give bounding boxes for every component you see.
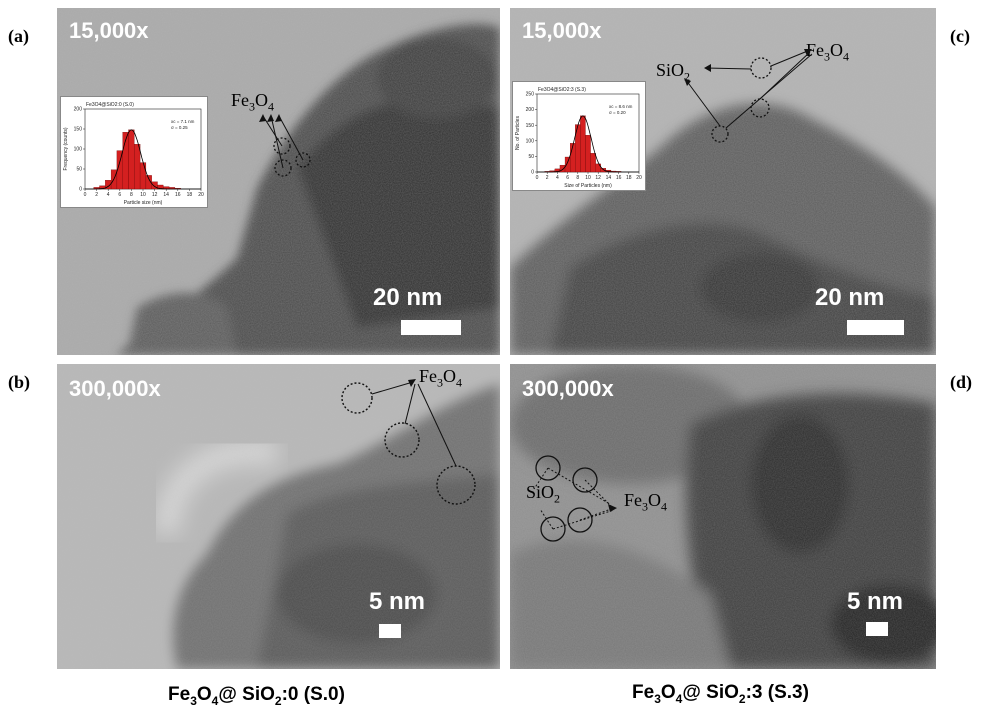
gaussian-fit-line <box>85 129 201 190</box>
caption-left: Fe3O4@ SiO2:0 (S.0) <box>168 684 345 708</box>
y-tick-label: 0 <box>531 170 534 176</box>
x-tick-label: 10 <box>585 175 591 181</box>
panel-label-a: (a) <box>8 26 29 46</box>
stat-sigma: σ = 0.20 <box>609 110 626 115</box>
x-tick-label: 16 <box>175 192 181 198</box>
histogram-bar <box>139 162 147 190</box>
x-tick-label: 6 <box>118 192 121 198</box>
x-tick-label: 6 <box>566 175 569 181</box>
y-tick-label: 0 <box>79 187 82 193</box>
histogram-bar <box>600 168 606 173</box>
size-distribution-inset-c: 0 2 4 6 8 10 12 14 16 18 20 0 50 100 150 200 250 Fe3O4@Si… <box>512 81 646 191</box>
x-tick-label: 16 <box>616 175 622 181</box>
y-tick-label: 50 <box>76 167 82 173</box>
caption-right: Fe3O4@ SiO2:3 (S.3) <box>632 682 809 706</box>
histogram-chart-a: 0 2 4 6 8 10 12 14 16 18 20050100150200Fe3O4@SiO2:… <box>63 102 204 206</box>
y-tick-label: 200 <box>74 107 83 113</box>
y-tick-label: 150 <box>526 123 535 129</box>
histogram-bar <box>580 115 586 173</box>
y-tick-label: 100 <box>74 147 83 153</box>
tem-image-d: 300,000x 5 nm Fe3O4 SiO2 <box>510 364 936 669</box>
magnification-label: 300,000x <box>69 376 161 401</box>
y-axis-label: No. of Particles <box>515 116 521 150</box>
scale-bar-label: 20 nm <box>373 284 443 311</box>
histogram-bar <box>128 129 135 190</box>
inset-title: Fe3O4@SiO2:3 (S.3) <box>538 87 586 93</box>
gaussian-fit-line <box>537 115 639 173</box>
stat-mean: xc = 7.1 nm <box>171 119 195 124</box>
x-tick-label: 14 <box>163 192 169 198</box>
scale-bar-label: 5 nm <box>847 588 904 615</box>
histogram-chart-c: 0 2 4 6 8 10 12 14 16 18 20050100150200250Fe3O4@Si… <box>515 87 642 189</box>
magnification-label: 15,000x <box>69 18 149 43</box>
panel-label-d: (d) <box>950 372 972 392</box>
x-tick-label: 2 <box>546 175 549 181</box>
scale-bar <box>401 320 461 335</box>
y-axis-label: Frequency (counts) <box>63 127 69 170</box>
x-tick-label: 20 <box>636 175 642 181</box>
x-tick-label: 12 <box>595 175 601 181</box>
x-tick-label: 8 <box>130 192 133 198</box>
magnification-label: 300,000x <box>522 376 614 401</box>
tem-image-a: 15,000x 20 nm Fe3O4 0 2 4 6 8 10 12 14 16 18 20 0 50… <box>57 8 500 355</box>
fe3o4-annotation: Fe3O4 <box>231 90 274 114</box>
y-tick-label: 100 <box>526 138 535 144</box>
x-tick-label: 10 <box>140 192 146 198</box>
x-tick-label: 12 <box>152 192 158 198</box>
scale-bar <box>866 622 888 636</box>
stat-mean: xc = 8.6 nm <box>609 104 633 109</box>
x-tick-label: 18 <box>626 175 632 181</box>
fe3o4-annotation: Fe3O4 <box>624 490 667 514</box>
scale-bar <box>379 624 401 638</box>
y-tick-label: 250 <box>526 92 535 98</box>
x-tick-label: 4 <box>556 175 559 181</box>
tem-image-b: 300,000x 5 nm Fe3O4 <box>57 364 500 669</box>
tem-micrograph-b <box>57 364 500 669</box>
x-axis-label: Particle size (nm) <box>124 200 163 206</box>
inset-title: Fe3O4@SiO2:0 (S.0) <box>86 102 134 108</box>
fe3o4-annotation: Fe3O4 <box>806 40 849 64</box>
x-tick-label: 8 <box>576 175 579 181</box>
tem-micrograph-d <box>510 364 936 669</box>
x-tick-label: 20 <box>198 192 204 198</box>
x-axis-label: Size of Particles (nm) <box>564 183 612 189</box>
y-tick-label: 200 <box>526 107 535 113</box>
x-tick-label: 18 <box>187 192 193 198</box>
histogram-bar <box>585 135 591 173</box>
y-tick-label: 150 <box>74 127 83 133</box>
panel-label-c: (c) <box>950 26 970 46</box>
histogram-bar <box>134 144 141 190</box>
x-tick-label: 2 <box>95 192 98 198</box>
scale-bar <box>847 320 904 335</box>
magnification-label: 15,000x <box>522 18 602 43</box>
panel-label-b: (b) <box>8 372 30 392</box>
histogram-bar <box>590 153 596 173</box>
sio2-annotation: SiO2 <box>526 482 561 506</box>
scale-bar-label: 20 nm <box>815 284 885 311</box>
x-tick-label: 14 <box>606 175 612 181</box>
tem-micrograph-a <box>57 8 500 355</box>
scale-bar-label: 5 nm <box>369 588 426 615</box>
x-tick-label: 0 <box>536 175 539 181</box>
y-tick-label: 50 <box>528 154 534 160</box>
tem-image-c: 15,000x 20 nm Fe3O4 SiO2 0 2 4 6 8 10 12 14 16 18… <box>510 8 936 355</box>
histogram-bar <box>564 156 571 173</box>
stat-sigma: σ = 0.25 <box>171 125 188 130</box>
sio2-annotation: SiO2 <box>656 60 691 84</box>
x-tick-label: 4 <box>107 192 110 198</box>
x-tick-label: 0 <box>84 192 87 198</box>
fe3o4-annotation: Fe3O4 <box>419 366 462 390</box>
size-distribution-inset-a: 0 2 4 6 8 10 12 14 16 18 20 0 50 100 150 200 Fe3O4@SiO2:… <box>60 96 208 208</box>
